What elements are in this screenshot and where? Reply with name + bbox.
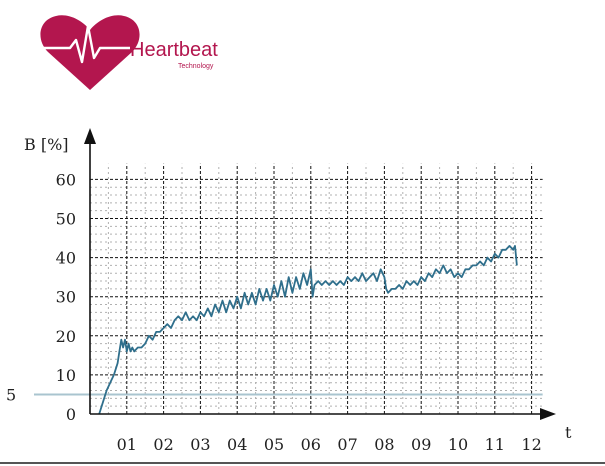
heart-icon — [40, 15, 140, 90]
logo-name-text: Heartbeat — [130, 39, 218, 61]
x-tick-label: 04 — [227, 435, 247, 454]
pulse-line-icon — [34, 24, 130, 64]
x-tick-label: 02 — [153, 435, 173, 454]
y-axis-arrow-icon — [84, 128, 96, 144]
y-tick-label: 60 — [56, 170, 76, 189]
major-grid — [90, 163, 543, 414]
x-tick-label: 11 — [485, 435, 505, 454]
heartbeat-logo: Heartbeat Technology — [32, 10, 242, 92]
x-tick-label: 03 — [190, 435, 210, 454]
y-tick-label: 10 — [56, 366, 76, 385]
threshold-label: 5 — [6, 385, 16, 404]
series-line-b — [98, 245, 518, 415]
y-tick-label: 30 — [56, 288, 76, 307]
x-tick-label: 09 — [411, 435, 431, 454]
y-tick-label: 50 — [56, 210, 76, 229]
x-tick-label: 12 — [521, 435, 541, 454]
logo-subtitle-text: Technology — [178, 63, 214, 70]
x-tick-label: 08 — [374, 435, 394, 454]
x-tick-label: 07 — [337, 435, 357, 454]
y-tick-label: 0 — [66, 405, 76, 424]
heartbeat-logo-graphic: Heartbeat Technology — [34, 15, 218, 90]
x-tick-labels: 01 02 03 04 05 06 07 08 09 10 11 12 — [117, 435, 542, 454]
minor-grid — [90, 163, 543, 414]
x-tick-label: 06 — [301, 435, 321, 454]
x-axis-arrow-icon — [540, 408, 556, 420]
x-tick-label: 10 — [448, 435, 468, 454]
footer-divider — [0, 462, 605, 464]
y-tick-label: 40 — [56, 249, 76, 268]
y-tick-label: 20 — [56, 327, 76, 346]
x-tick-label: 01 — [117, 435, 137, 454]
x-axis-label: t — [565, 423, 572, 442]
x-tick-label: 05 — [264, 435, 284, 454]
y-axis-label: B [%] — [24, 135, 69, 154]
y-tick-labels: 0 10 20 30 40 50 60 — [56, 170, 76, 424]
